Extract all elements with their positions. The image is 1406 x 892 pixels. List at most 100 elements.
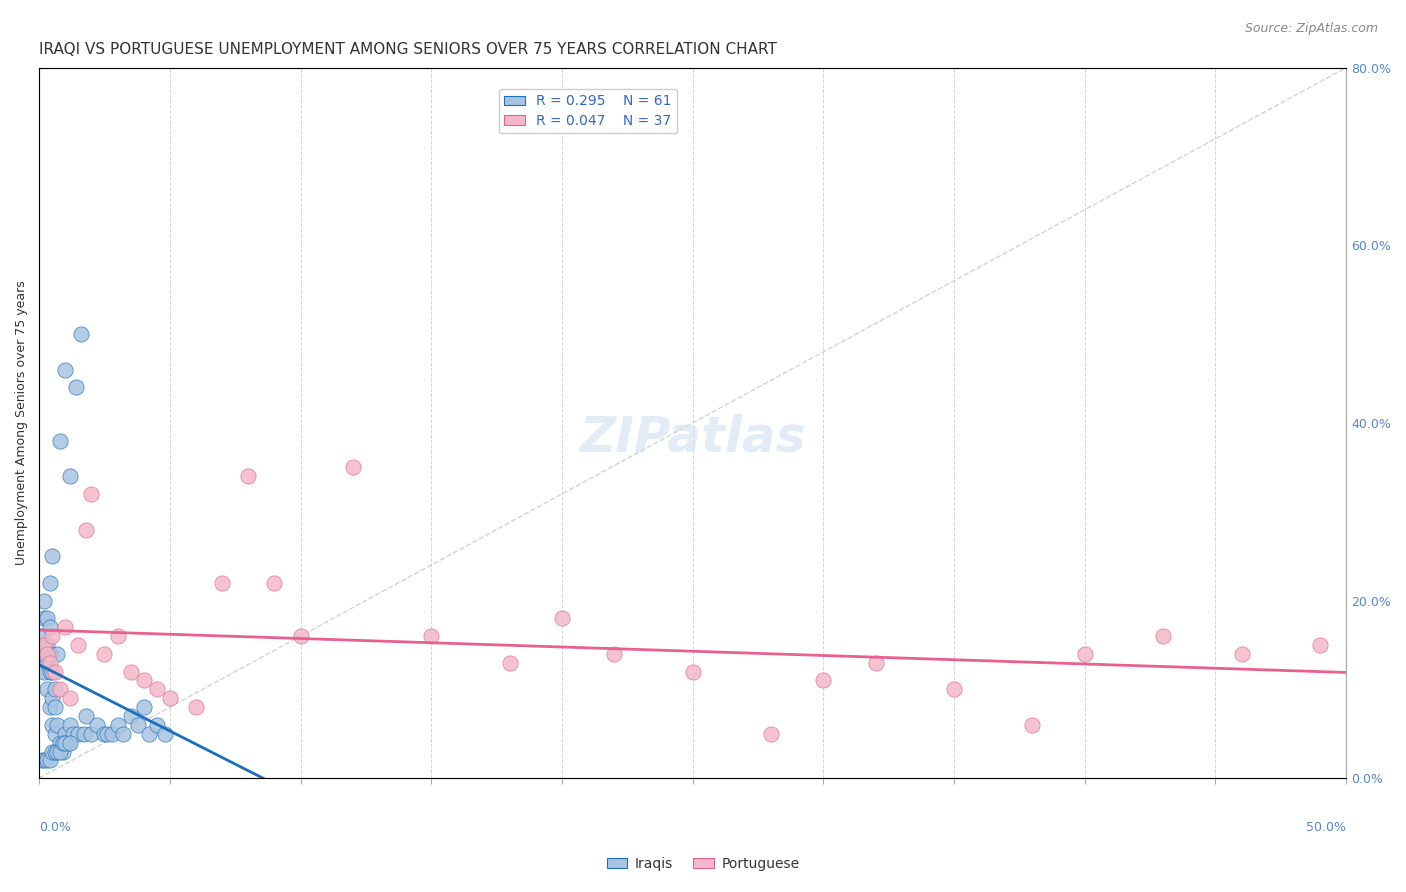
Text: IRAQI VS PORTUGUESE UNEMPLOYMENT AMONG SENIORS OVER 75 YEARS CORRELATION CHART: IRAQI VS PORTUGUESE UNEMPLOYMENT AMONG S…: [39, 42, 778, 57]
Point: [1021, 718, 1043, 732]
Point: [603, 647, 626, 661]
Point: [107, 718, 129, 732]
Point: [80, 727, 103, 741]
Point: [49, 682, 72, 697]
Point: [211, 575, 233, 590]
Point: [86, 718, 108, 732]
Point: [52, 745, 75, 759]
Point: [44, 682, 66, 697]
Point: [132, 700, 155, 714]
Point: [53, 727, 76, 741]
Point: [52, 736, 75, 750]
Legend: R = 0.295    N = 61, R = 0.047    N = 37: R = 0.295 N = 61, R = 0.047 N = 37: [499, 89, 678, 134]
Legend: Iraqis, Portuguese: Iraqis, Portuguese: [600, 851, 806, 876]
Point: [44, 745, 66, 759]
Point: [34, 753, 56, 767]
Point: [101, 727, 124, 741]
Point: [75, 709, 97, 723]
Point: [44, 665, 66, 679]
Point: [132, 673, 155, 688]
Point: [34, 593, 56, 607]
Point: [107, 629, 129, 643]
Point: [41, 691, 63, 706]
Point: [120, 709, 142, 723]
Point: [145, 682, 167, 697]
Point: [34, 611, 56, 625]
Point: [38, 647, 60, 661]
Point: [41, 629, 63, 643]
Point: [46, 745, 69, 759]
Point: [35, 611, 58, 625]
Point: [49, 736, 72, 750]
Point: [49, 745, 72, 759]
Point: [96, 727, 118, 741]
Point: [35, 647, 58, 661]
Point: [342, 460, 364, 475]
Text: Source: ZipAtlas.com: Source: ZipAtlas.com: [1244, 22, 1378, 36]
Point: [145, 718, 167, 732]
Point: [1230, 647, 1253, 661]
Point: [120, 665, 142, 679]
Point: [93, 727, 115, 741]
Point: [111, 727, 134, 741]
Point: [80, 487, 103, 501]
Point: [46, 718, 69, 732]
Text: ZIPatlas: ZIPatlas: [579, 413, 806, 461]
Y-axis label: Unemployment Among Seniors over 75 years: Unemployment Among Seniors over 75 years: [15, 281, 28, 566]
Point: [943, 682, 966, 697]
Point: [44, 727, 66, 741]
Point: [35, 656, 58, 670]
Point: [35, 638, 58, 652]
Point: [34, 665, 56, 679]
Point: [1309, 638, 1331, 652]
Point: [35, 753, 58, 767]
Point: [93, 647, 115, 661]
Point: [290, 629, 312, 643]
Point: [59, 718, 82, 732]
Point: [138, 727, 160, 741]
Point: [682, 665, 704, 679]
Point: [35, 682, 58, 697]
Point: [420, 629, 443, 643]
Point: [67, 727, 90, 741]
Point: [34, 638, 56, 652]
Point: [70, 327, 93, 342]
Point: [75, 523, 97, 537]
Point: [551, 611, 574, 625]
Point: [31, 647, 53, 661]
Point: [38, 575, 60, 590]
Point: [41, 718, 63, 732]
Text: 0.0%: 0.0%: [39, 821, 72, 834]
Point: [44, 700, 66, 714]
Point: [865, 656, 887, 670]
Point: [263, 575, 285, 590]
Point: [59, 736, 82, 750]
Point: [38, 620, 60, 634]
Point: [53, 362, 76, 376]
Point: [1152, 629, 1174, 643]
Point: [41, 745, 63, 759]
Point: [38, 665, 60, 679]
Point: [238, 469, 260, 483]
Point: [31, 753, 53, 767]
Point: [759, 727, 782, 741]
Point: [53, 736, 76, 750]
Point: [1074, 647, 1097, 661]
Point: [59, 691, 82, 706]
Point: [49, 434, 72, 448]
Text: 50.0%: 50.0%: [1306, 821, 1346, 834]
Point: [65, 380, 87, 394]
Point: [159, 691, 181, 706]
Point: [813, 673, 835, 688]
Point: [38, 700, 60, 714]
Point: [498, 656, 520, 670]
Point: [62, 727, 84, 741]
Point: [38, 656, 60, 670]
Point: [56, 736, 79, 750]
Point: [67, 638, 90, 652]
Point: [31, 629, 53, 643]
Point: [184, 700, 207, 714]
Point: [59, 469, 82, 483]
Point: [153, 727, 176, 741]
Point: [46, 647, 69, 661]
